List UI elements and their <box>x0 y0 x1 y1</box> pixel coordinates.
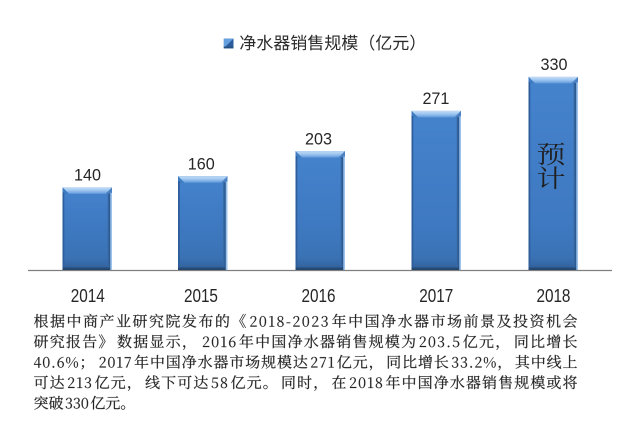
svg-text:160: 160 <box>188 154 215 173</box>
svg-text:271: 271 <box>422 89 449 108</box>
svg-text:203: 203 <box>305 129 332 148</box>
svg-text:140: 140 <box>74 166 101 185</box>
svg-text:2014: 2014 <box>71 286 105 306</box>
svg-text:330: 330 <box>541 55 568 74</box>
svg-text:2015: 2015 <box>184 286 218 306</box>
svg-text:2017: 2017 <box>419 286 453 306</box>
svg-text:2018: 2018 <box>536 286 570 306</box>
svg-text:2016: 2016 <box>302 286 336 306</box>
